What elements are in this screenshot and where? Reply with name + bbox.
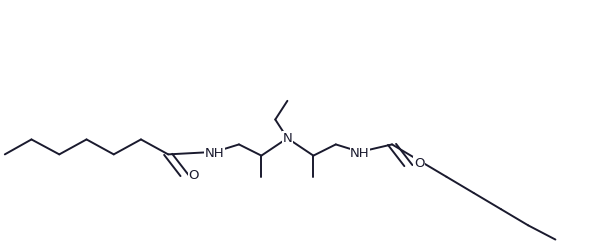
Text: NH: NH xyxy=(205,147,224,160)
Text: NH: NH xyxy=(350,147,370,160)
Text: O: O xyxy=(188,169,199,182)
Text: O: O xyxy=(414,157,425,170)
Text: N: N xyxy=(283,132,292,145)
